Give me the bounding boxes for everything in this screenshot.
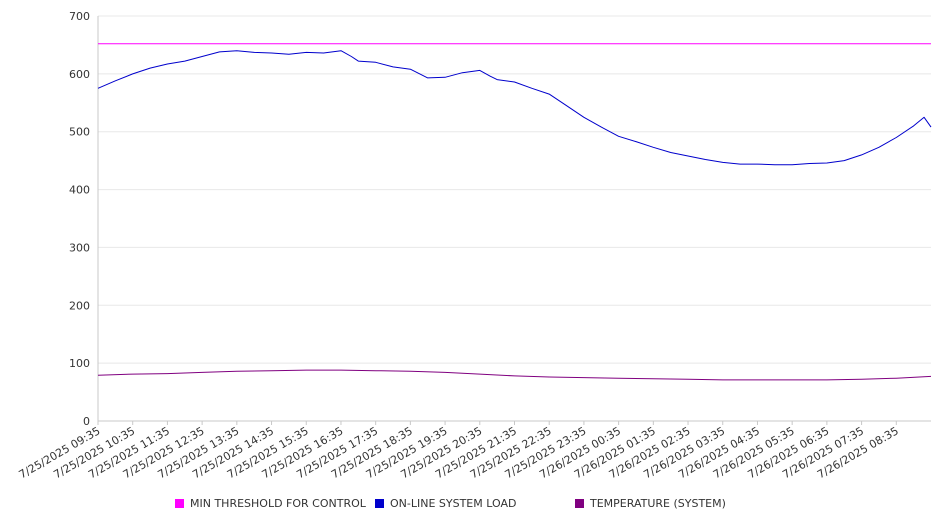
legend-item-min-threshold[interactable]: MIN THRESHOLD FOR CONTROL: [175, 497, 366, 510]
legend-label-min-threshold: MIN THRESHOLD FOR CONTROL: [190, 497, 366, 510]
y-tick-label: 500: [69, 126, 90, 139]
series-line-temperature[interactable]: [97, 369, 932, 381]
legend-label-temperature: TEMPERATURE (SYSTEM): [590, 497, 726, 510]
series-lines: [97, 43, 932, 381]
legend-label-system-load: ON-LINE SYSTEM LOAD: [390, 497, 517, 510]
series-line-system-load[interactable]: [97, 50, 932, 166]
y-tick-label: 600: [69, 68, 90, 81]
y-tick-label: 200: [69, 299, 90, 312]
legend-swatch-system-load: [375, 499, 384, 508]
y-tick-label: 400: [69, 184, 90, 197]
y-tick-label: 100: [69, 357, 90, 370]
legend: MIN THRESHOLD FOR CONTROL ON-LINE SYSTEM…: [0, 497, 946, 515]
y-tick-label: 700: [69, 10, 90, 23]
grid-lines: [98, 15, 931, 364]
legend-item-system-load[interactable]: ON-LINE SYSTEM LOAD: [375, 497, 516, 510]
y-tick-label: 300: [69, 241, 90, 254]
legend-item-temperature[interactable]: TEMPERATURE (SYSTEM): [575, 497, 726, 510]
y-tick-label: 0: [83, 415, 90, 428]
legend-swatch-min-threshold: [175, 499, 184, 508]
legend-swatch-temperature: [575, 499, 584, 508]
